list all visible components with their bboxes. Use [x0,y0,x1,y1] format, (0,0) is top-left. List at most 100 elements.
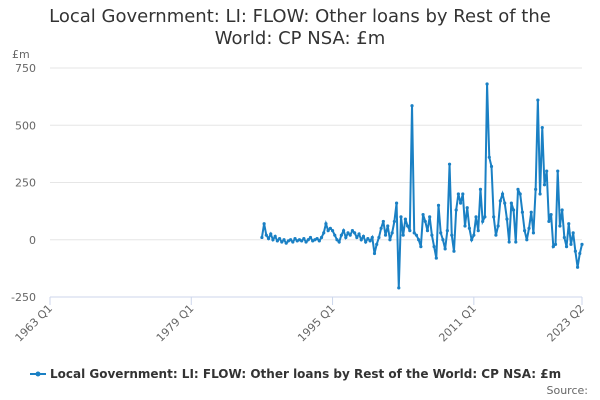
point [562,235,566,240]
point [394,201,399,205]
x-tick-label: 1995 Q1 [295,302,338,345]
point [447,162,452,166]
point [430,233,434,237]
point [478,187,483,191]
point [503,201,507,205]
point [375,242,379,246]
x-tick-label: 1963 Q1 [13,302,56,345]
y-tick-label: 0 [29,234,36,247]
point [467,226,472,230]
y-tick-label: -250 [11,291,36,304]
point [436,203,441,207]
point [328,226,332,230]
point [284,241,288,245]
point [337,240,341,244]
point [359,238,363,242]
point [269,232,273,236]
point [461,192,465,196]
point [578,251,582,256]
point [445,228,449,233]
point [439,231,443,235]
y-tick-label: 250 [15,177,36,190]
point [344,235,348,240]
point [326,228,330,233]
point [564,245,569,249]
point [370,235,374,240]
point [350,228,355,233]
point [553,242,558,246]
point [377,235,381,240]
point [489,164,494,169]
point [353,231,357,235]
point [485,82,489,86]
point [551,245,555,249]
point [511,208,516,212]
point [425,228,430,233]
point [476,228,480,233]
point [483,215,487,219]
point [481,219,485,224]
point [560,208,564,212]
point [571,231,575,235]
point [315,237,319,241]
point [306,238,310,242]
point [300,239,304,243]
point [291,240,295,244]
point [423,219,427,224]
point [341,228,346,233]
point [379,226,383,230]
point [567,222,571,226]
point [304,240,308,244]
point [266,237,271,241]
point [406,224,410,228]
point [361,234,366,238]
point [500,192,505,196]
point [368,239,372,243]
point [408,228,412,233]
legend-marker [35,371,41,377]
point [273,234,277,238]
point [573,249,577,253]
point [322,231,326,235]
point [472,233,476,237]
x-tick-label: 2023 Q2 [545,302,588,345]
point [403,217,408,221]
point [357,232,361,236]
point [516,187,520,191]
point [419,245,423,249]
point [450,233,454,237]
point [333,233,337,237]
point [465,206,469,210]
point [364,240,368,244]
chart-title: Local Government: LI: FLOW: Other loans … [49,6,551,49]
point [534,187,538,191]
point [317,239,321,243]
point [458,201,463,205]
source: Source: [547,384,589,397]
point [277,237,282,241]
point [412,231,416,235]
x-tick-label: 1979 Q1 [154,302,197,345]
point [432,245,436,249]
point [262,222,266,226]
point [421,212,425,217]
point [580,242,584,246]
point [381,219,385,224]
point [330,228,335,233]
point [383,233,388,237]
point [410,104,414,108]
point [529,210,533,214]
point [569,242,573,246]
point [527,226,531,230]
point [505,217,509,221]
point [558,224,562,228]
point [414,233,419,237]
y-tick-label: 500 [15,119,36,132]
point [531,231,536,235]
point [319,235,324,240]
point [509,201,513,205]
point [355,235,359,240]
point [474,215,478,219]
point [443,247,447,251]
